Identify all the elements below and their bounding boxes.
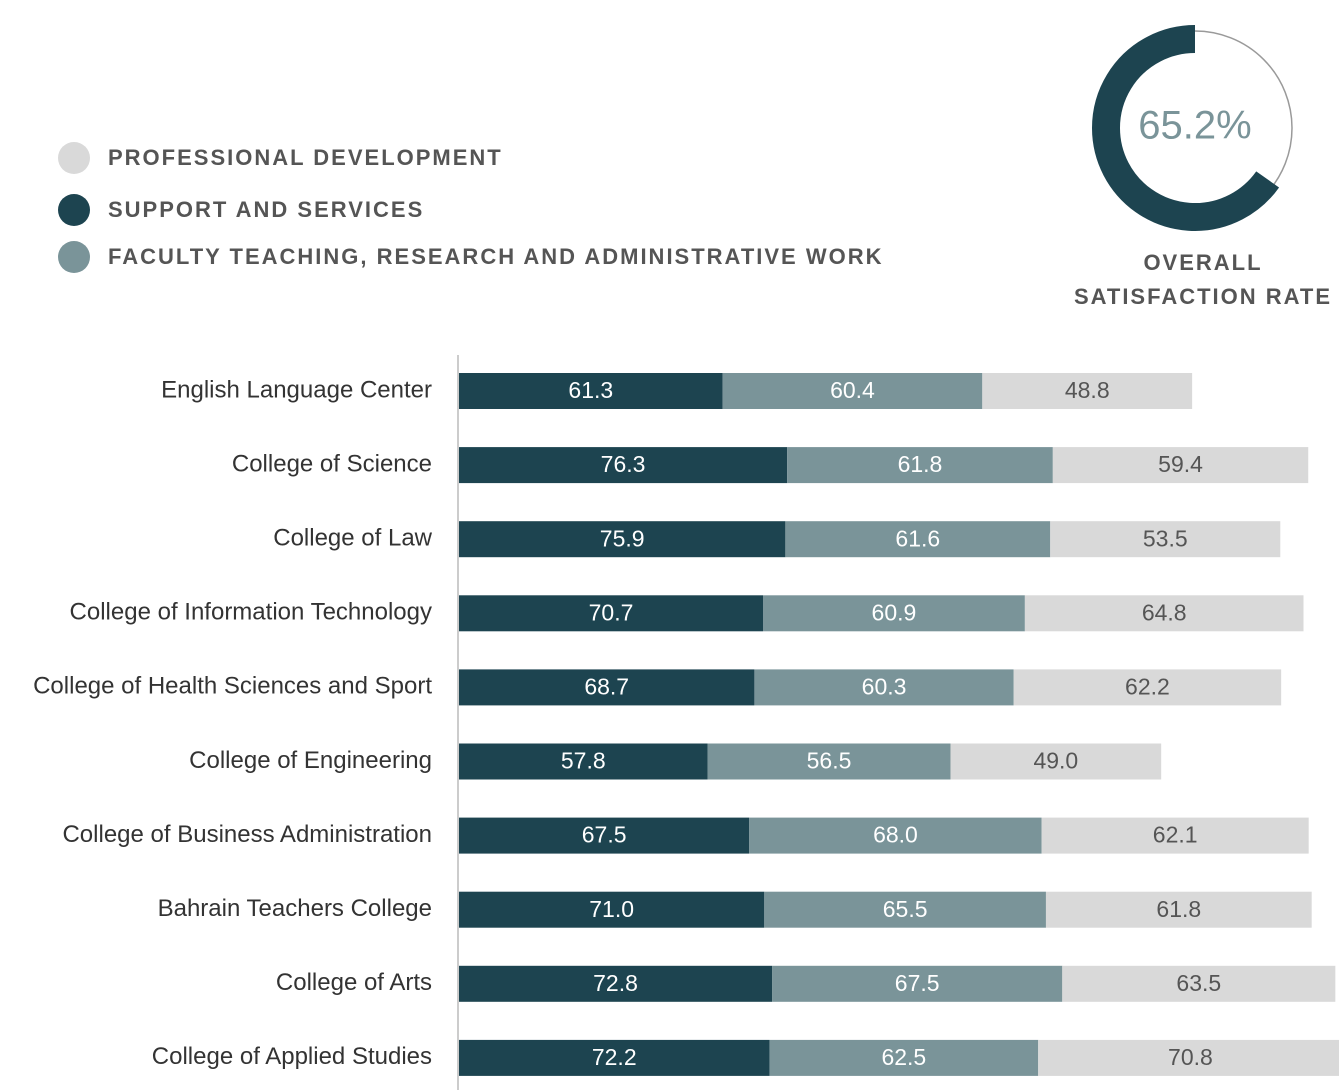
value-label: 72.2 [592,1044,637,1070]
value-label: 72.8 [593,970,638,996]
bar-segment [459,817,750,854]
bar-segment [982,373,1193,409]
bar-segment [1052,447,1309,484]
legend-label: SUPPORT AND SERVICES [108,197,424,222]
bar-segment [785,521,1051,558]
value-label: 60.4 [830,377,875,403]
bar-segment [950,743,1162,780]
bar-segment [722,373,983,409]
bar-segment [459,373,723,409]
value-label: 60.9 [872,599,917,625]
category-label: College of Law [273,525,432,552]
value-label: 70.7 [589,599,634,625]
category-label: English Language Center [161,376,432,403]
bar-segment [763,595,1025,632]
value-label: 67.5 [895,970,940,996]
bar-segment [754,669,1014,706]
bar-segment [769,1039,1039,1076]
bar-segment [1041,817,1309,854]
value-label: 60.3 [862,673,907,699]
bar-segment [1062,965,1336,1002]
bar-segment [764,891,1046,928]
category-label: College of Arts [276,969,432,996]
value-label: 64.8 [1142,599,1187,625]
category-label: College of Engineering [189,747,432,774]
value-label: 62.2 [1125,673,1170,699]
category-label: College of Science [232,450,432,477]
bar-segment [1045,891,1312,928]
category-label: College of Health Sciences and Sport [33,673,432,700]
value-label: 62.1 [1153,822,1198,848]
bar-segment [459,1039,770,1076]
value-label: 53.5 [1143,525,1188,551]
bar-segment [459,447,788,484]
legend-swatch [58,241,90,273]
value-label: 62.5 [881,1044,926,1070]
value-label: 57.8 [561,748,606,774]
value-label: 63.5 [1176,970,1221,996]
legend-swatch [58,194,90,226]
value-label: 59.4 [1158,451,1203,477]
bar-segment [459,965,773,1002]
legend-label: PROFESSIONAL DEVELOPMENT [108,145,503,170]
value-label: 56.5 [807,748,852,774]
bar-segment [459,743,708,780]
value-label: 61.3 [568,377,613,403]
bar-segment [459,595,764,632]
bar-segment [772,965,1063,1002]
value-label: 75.9 [600,525,645,551]
gauge-value: 65.2% [1138,104,1251,148]
bar-segment [459,669,755,706]
category-label: Bahrain Teachers College [158,895,432,922]
value-label: 65.5 [883,896,928,922]
category-label: College of Applied Studies [152,1043,432,1070]
value-label: 48.8 [1065,377,1110,403]
bar-segment [749,817,1042,854]
value-label: 70.8 [1168,1044,1213,1070]
category-label: College of Business Administration [62,821,432,848]
value-label: 76.3 [601,451,646,477]
value-label: 67.5 [582,822,627,848]
category-label: College of Information Technology [70,599,432,626]
gauge-title: OVERALL SATISFACTION RATE [1073,250,1333,309]
value-label: 68.0 [873,822,918,848]
bar-segment [1013,669,1282,706]
bar-segment [459,891,765,928]
value-label: 68.7 [584,673,629,699]
value-label: 61.8 [898,451,943,477]
bar-segment [787,447,1053,484]
gauge-arc [1092,25,1280,231]
legend-swatch [58,142,90,174]
value-label: 61.8 [1156,896,1201,922]
bar-segment [1038,1039,1339,1076]
bar-segment [459,521,786,558]
bar-segment [1050,521,1281,558]
bar-segment [707,743,951,780]
legend-label: FACULTY TEACHING, RESEARCH AND ADMINISTR… [108,244,883,269]
value-label: 71.0 [589,896,634,922]
value-label: 49.0 [1033,748,1078,774]
value-label: 61.6 [895,525,940,551]
bar-segment [1024,595,1304,632]
